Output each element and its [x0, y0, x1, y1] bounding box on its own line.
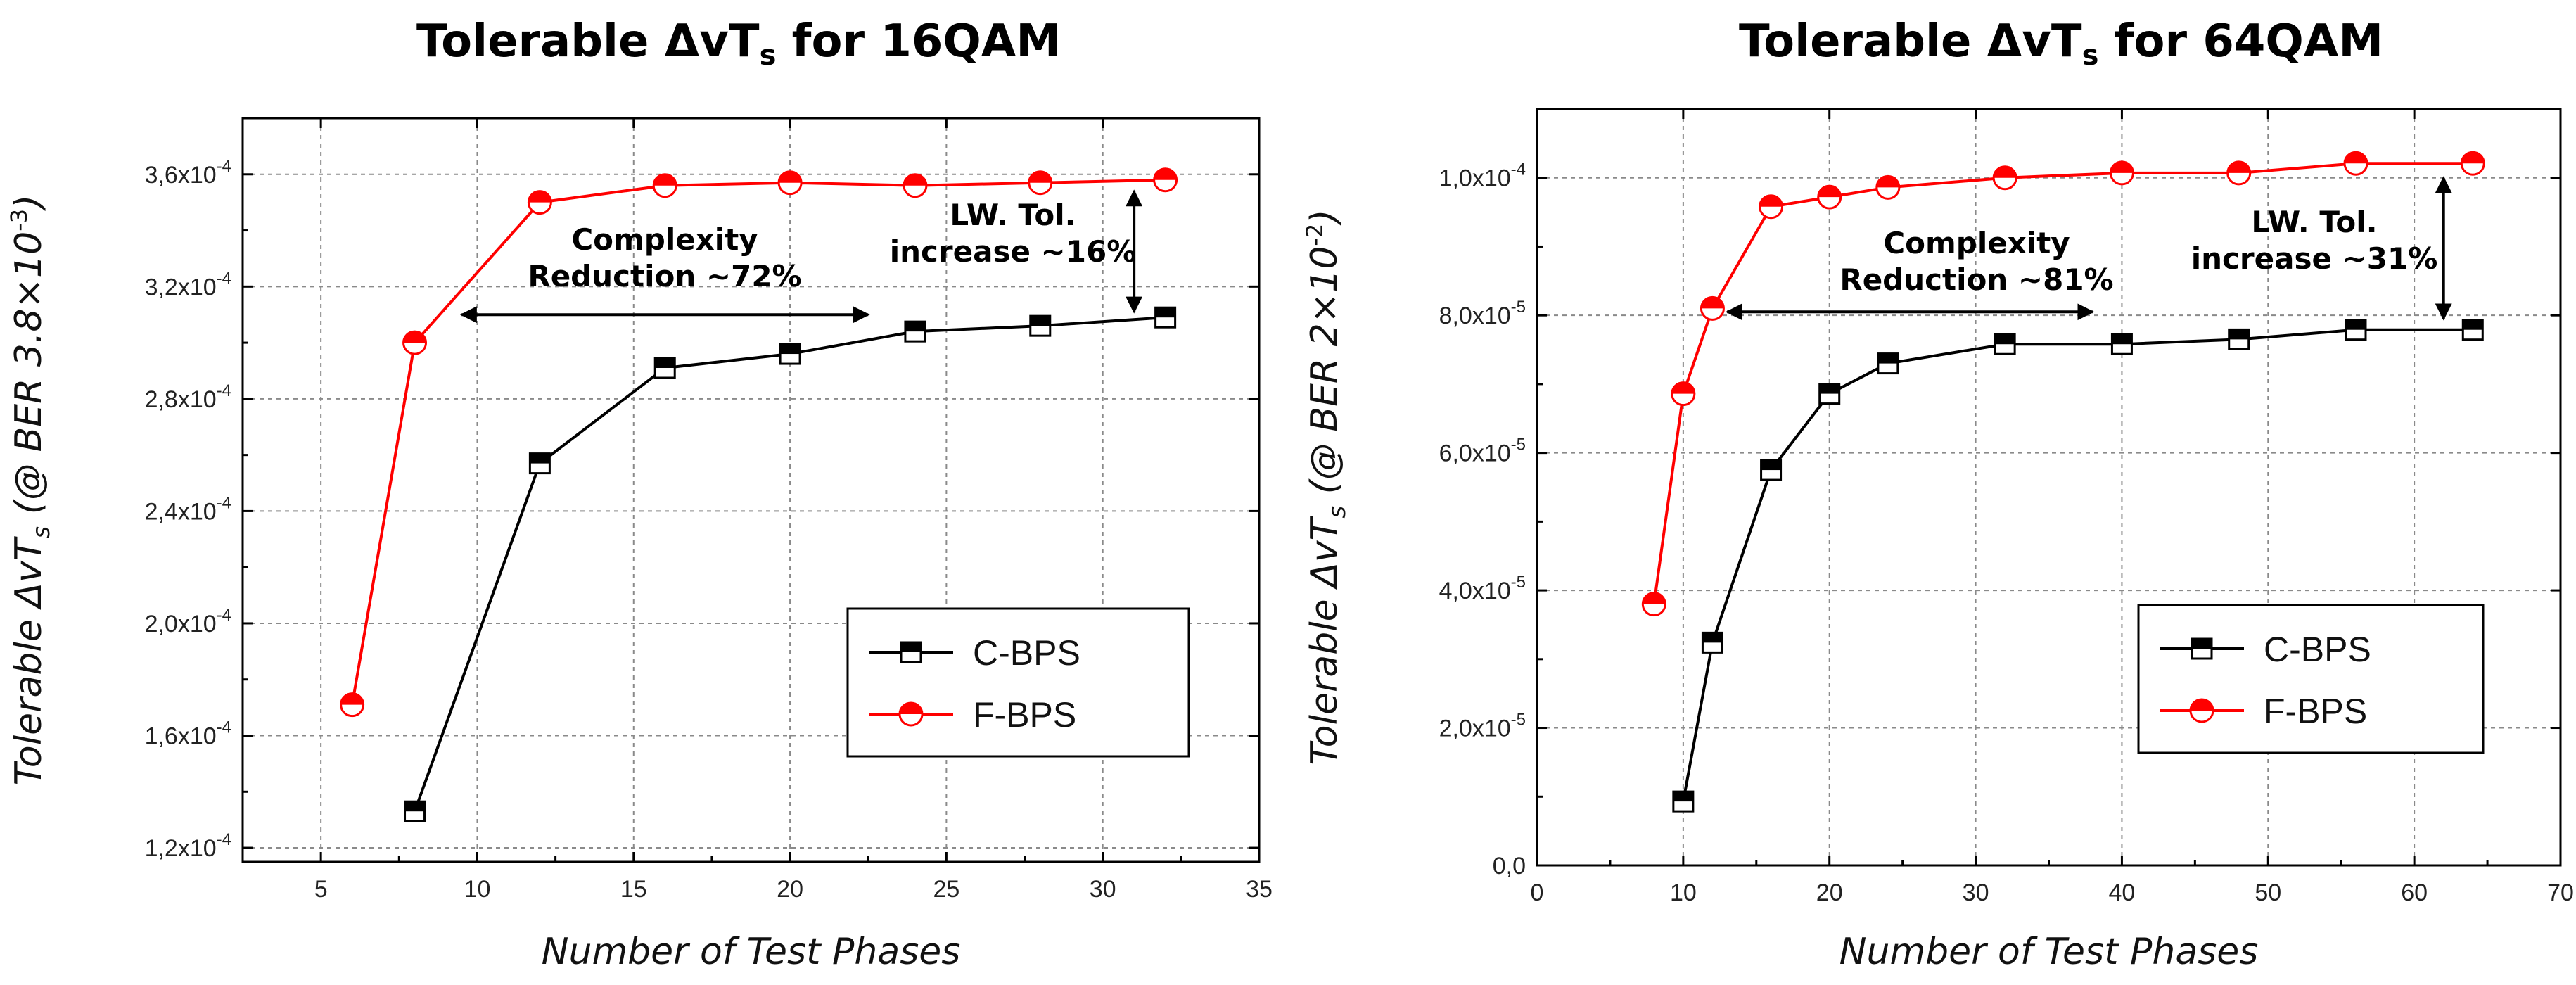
data-point-c-bps — [904, 320, 926, 343]
data-point-f-bps — [2226, 160, 2252, 186]
y-tick-label: 2,4x10-4 — [145, 493, 231, 525]
y-tick-label: 2,8x10-4 — [145, 381, 231, 413]
data-point-f-bps — [652, 173, 677, 198]
data-point-f-bps — [777, 170, 803, 196]
legend: C-BPS F-BPS — [2137, 604, 2485, 754]
x-tick-label: 10 — [464, 876, 491, 903]
x-tick-label: 40 — [2109, 879, 2136, 906]
x-axis-label: Number of Test Phases — [1839, 931, 2259, 973]
complexity-annotation: Complexity Reduction ~81% — [1839, 226, 2113, 297]
y-tick-label: 6,0x10-5 — [1439, 436, 1526, 467]
data-point-f-bps — [1700, 296, 1725, 321]
data-point-f-bps — [340, 692, 365, 718]
y-tick-label: 1,6x10-4 — [145, 718, 231, 750]
y-tick-label: 8,0x10-5 — [1439, 298, 1526, 329]
data-point-c-bps — [1029, 314, 1052, 337]
data-point-f-bps — [1759, 194, 1784, 220]
legend: C-BPS F-BPS — [846, 607, 1190, 758]
data-point-f-bps — [1028, 170, 1053, 196]
linewidth-annotation: LW. Tol. increase ~16% — [890, 198, 1137, 269]
data-point-f-bps — [1153, 167, 1178, 193]
data-point-c-bps — [1994, 333, 2016, 355]
chart-title: Tolerable ΔvTs for 64QAM — [1739, 15, 2383, 72]
x-tick-label: 15 — [620, 876, 647, 903]
plot-frame — [241, 117, 1261, 863]
data-point-f-bps — [903, 173, 928, 198]
y-tick-label: 3,6x10-4 — [145, 157, 231, 189]
x-tick-label: 30 — [1090, 876, 1116, 903]
data-point-c-bps — [1672, 790, 1695, 813]
y-tick-label: 1,0x10-4 — [1439, 160, 1526, 192]
x-tick-label: 60 — [2401, 879, 2428, 906]
legend-box — [2137, 604, 2485, 754]
y-tick-label: 3,2x10-4 — [145, 269, 231, 300]
data-point-c-bps — [1818, 383, 1841, 405]
chart-16qam: Tolerable ΔvTs for 16QAM 5 10 15 20 25 30 35 1,2… — [6, 15, 1273, 973]
data-point-c-bps — [2461, 319, 2484, 341]
x-tick-label: 20 — [1816, 879, 1843, 906]
data-point-c-bps — [1760, 459, 1783, 481]
data-point-c-bps — [2345, 319, 2367, 341]
data-point-f-bps — [2109, 160, 2134, 186]
legend-label: C-BPS — [973, 633, 1080, 673]
data-point-c-bps — [1877, 352, 1899, 375]
data-point-c-bps — [653, 357, 676, 379]
data-point-f-bps — [527, 190, 552, 215]
legend-label: C-BPS — [2264, 630, 2371, 669]
data-point-c-bps — [1154, 306, 1177, 329]
data-point-c-bps — [2228, 328, 2250, 350]
data-point-f-bps — [1641, 592, 1666, 617]
data-point-f-bps — [402, 330, 428, 355]
x-tick-label: 30 — [1963, 879, 1989, 906]
x-tick-label: 10 — [1670, 879, 1697, 906]
x-tick-label: 20 — [777, 876, 803, 903]
y-axis-label: Tolerable ΔvTs (@ BER 2×10-2) — [1301, 209, 1351, 765]
data-point-c-bps — [2110, 333, 2133, 355]
x-tick-label: 5 — [314, 876, 328, 903]
data-point-f-bps — [2343, 151, 2368, 176]
data-point-c-bps — [404, 800, 426, 822]
data-point-f-bps — [1817, 184, 1842, 210]
x-tick-label: 35 — [1246, 876, 1273, 903]
data-point-c-bps — [779, 343, 801, 365]
legend-label: F-BPS — [2264, 692, 2367, 731]
series-line-f-bps — [350, 178, 1166, 705]
y-tick-label: 0,0 — [1493, 853, 1526, 879]
legend-box — [846, 607, 1190, 758]
y-tick-label: 2,0x10-4 — [145, 606, 231, 637]
x-tick-label: 25 — [933, 876, 959, 903]
x-axis-label: Number of Test Phases — [542, 931, 961, 973]
x-tick-label: 0 — [1531, 879, 1544, 906]
data-point-f-bps — [2460, 151, 2485, 176]
y-tick-label: 1,2x10-4 — [145, 830, 231, 862]
data-point-f-bps — [1671, 381, 1696, 407]
x-tick-label: 50 — [2255, 879, 2281, 906]
chart-title: Tolerable ΔvTs for 16QAM — [416, 15, 1061, 72]
complexity-annotation: Complexity Reduction ~72% — [528, 222, 801, 293]
data-point-c-bps — [528, 452, 551, 475]
data-point-f-bps — [1992, 165, 2017, 191]
data-point-c-bps — [1701, 631, 1723, 654]
y-tick-label: 4,0x10-5 — [1439, 573, 1526, 604]
y-tick-label: 2,0x10-5 — [1439, 711, 1526, 742]
linewidth-annotation: LW. Tol. increase ~31% — [2191, 205, 2438, 276]
legend-label: F-BPS — [973, 695, 1076, 735]
chart-64qam: Tolerable ΔvTs for 64QAM 0 10 20 30 40 50 60 70 0… — [1301, 15, 2574, 973]
series-line-c-bps — [1681, 328, 2473, 802]
y-axis-label: Tolerable ΔvTs (@ BER 3.8×10-3) — [6, 195, 56, 786]
data-point-f-bps — [1875, 174, 1901, 200]
x-tick-label: 70 — [2547, 879, 2574, 906]
